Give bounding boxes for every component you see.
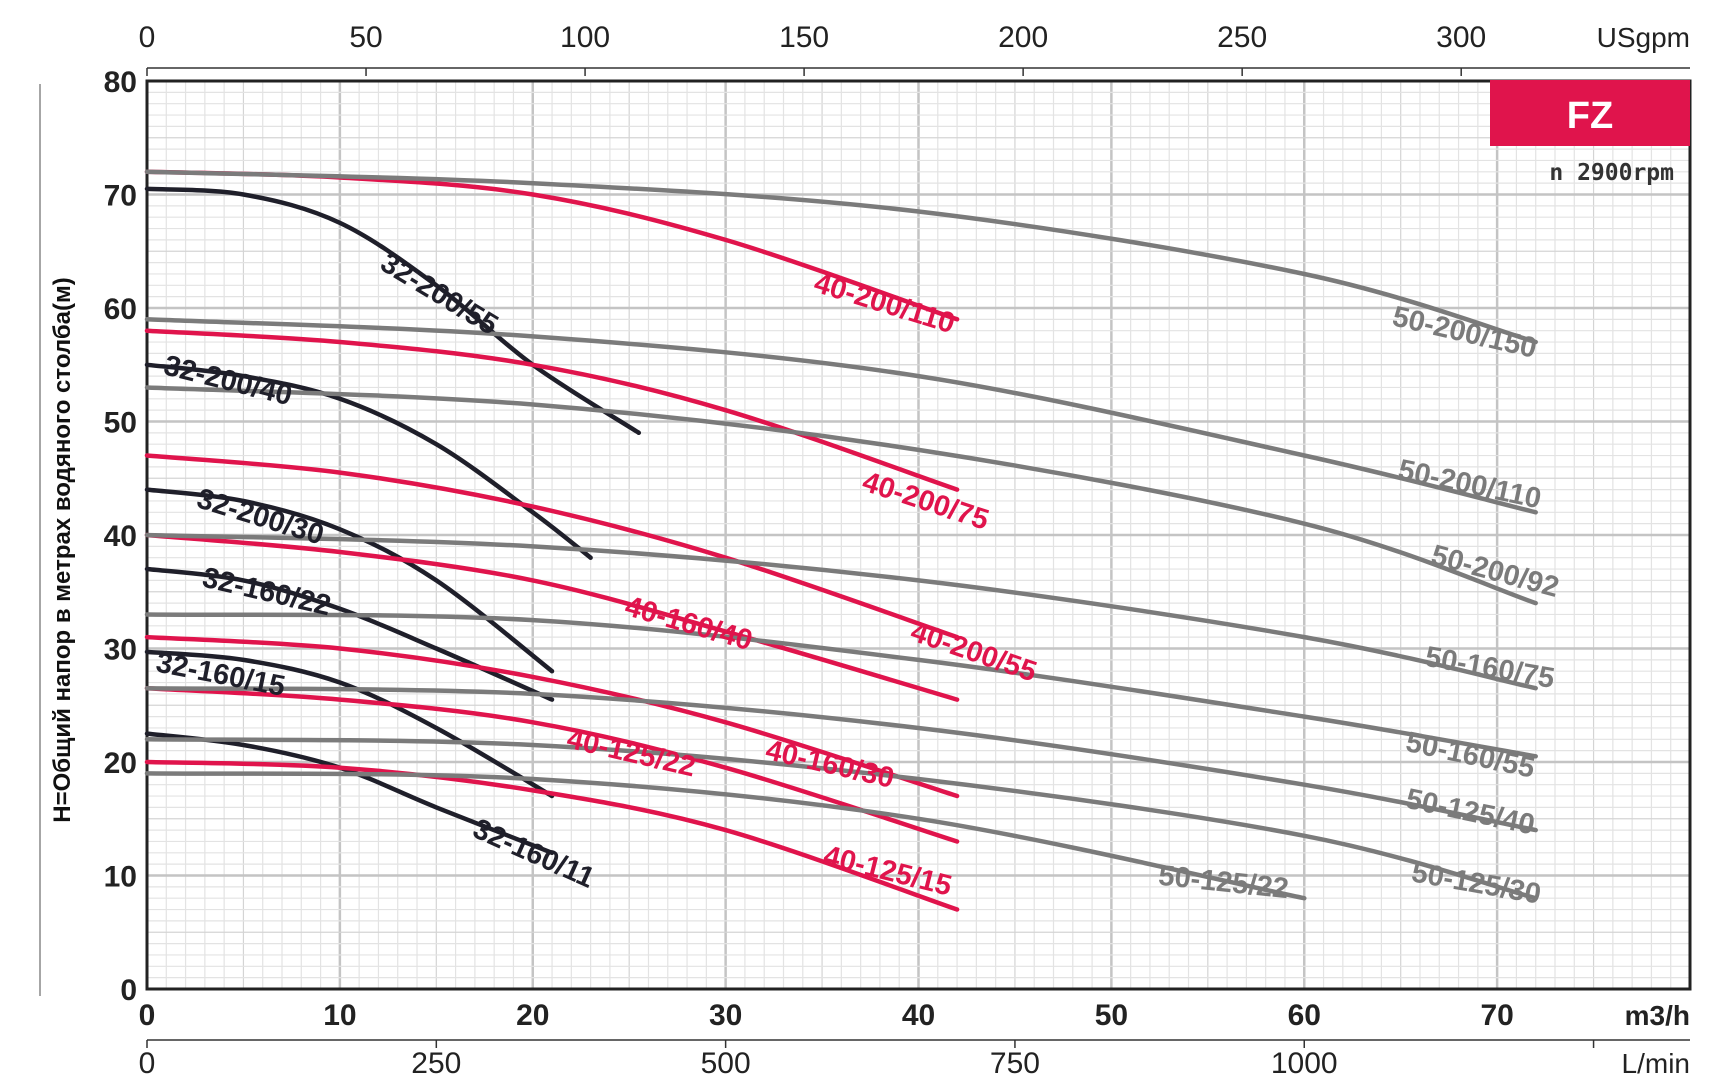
x-tick-label-lmin: 250 [411,1047,461,1080]
curve-50-200-150 [144,169,1538,345]
x-tick-label-m3h: 30 [709,999,742,1032]
curve-50-125-40 [144,685,1538,833]
curve-32-160-15 [144,649,555,799]
grid [145,79,1692,991]
x-tick-label-m3h: 70 [1480,999,1513,1032]
x-tick-label-m3h: 0 [139,999,156,1032]
y-tick-label: 10 [104,861,137,894]
x-tick-label-lmin: 1000 [1271,1047,1338,1080]
curve-40-125-15 [144,759,960,912]
x-tick-label-usgpm: 50 [349,21,382,54]
badge-text: FZ [1567,95,1613,137]
curve-40-160-30 [144,634,960,799]
curve-50-160-55 [144,612,1538,759]
speed-note: n 2900rpm [1549,160,1674,186]
x-tick-label-usgpm: 250 [1217,21,1267,54]
curve-50-200-110 [144,317,1538,515]
x-tick-label-m3h: 40 [902,999,935,1032]
x-tick-label-usgpm: 150 [779,21,829,54]
x-unit-lmin: L/min [1622,1048,1690,1079]
model-badge: FZ [1490,80,1690,146]
y-tick-label: 20 [104,747,137,780]
x-tick-label-m3h: 50 [1095,999,1128,1032]
curves [144,169,1538,912]
x-tick-label-usgpm: 100 [560,21,610,54]
y-axis-label: H=Общий напор в метрах водяного столба(м… [49,277,76,822]
curve-50-125-30 [144,737,1538,901]
curve-32-200-40 [144,362,593,560]
y-tick-label: 70 [104,180,137,213]
x-unit-usgpm: USgpm [1597,22,1690,53]
y-tick-label: 0 [120,974,137,1007]
x-tick-label-lmin: 750 [990,1047,1040,1080]
curve-40-160-40 [144,532,960,702]
y-tick-label: 50 [104,407,137,440]
y-tick-label: 60 [104,293,137,326]
x-tick-label-lmin: 0 [139,1047,156,1080]
x-unit-m3h: m3/h [1625,1000,1690,1031]
x-tick-label-usgpm: 300 [1436,21,1486,54]
curve-40-200-55 [144,453,960,640]
x-tick-label-usgpm: 0 [139,21,156,54]
x-tick-label-lmin: 500 [701,1047,751,1080]
y-tick-label: 80 [104,66,137,99]
curve-32-200-55 [144,186,642,436]
y-tick-label: 40 [104,520,137,553]
x-tick-label-m3h: 60 [1288,999,1321,1032]
curve-40-125-22 [144,685,960,844]
curve-50-125-22 [144,771,1307,901]
curve-50-160-75 [144,532,1538,691]
curve-40-200-75 [144,328,960,492]
x-tick-label-m3h: 20 [516,999,549,1032]
badge-background [1490,80,1690,146]
curve-50-200-92 [144,385,1538,606]
x-tick-label-m3h: 10 [323,999,356,1032]
y-tick-label: 30 [104,634,137,667]
x-tick-label-usgpm: 200 [998,21,1048,54]
